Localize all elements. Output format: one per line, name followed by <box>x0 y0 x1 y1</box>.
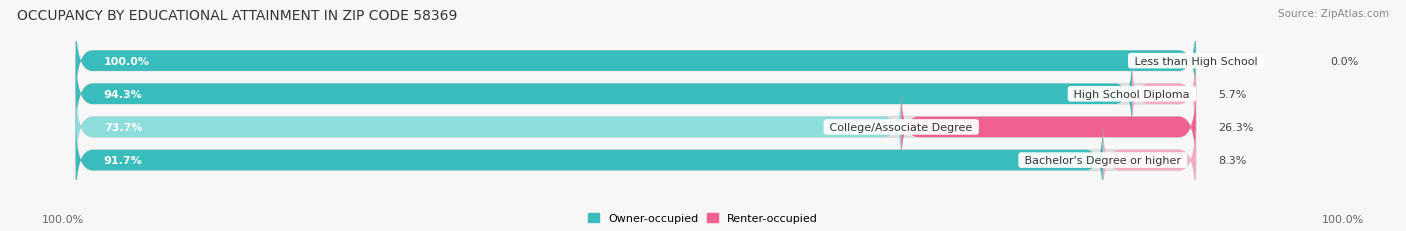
FancyBboxPatch shape <box>76 121 1102 200</box>
Text: 100.0%: 100.0% <box>104 56 150 66</box>
Text: 0.0%: 0.0% <box>1330 56 1358 66</box>
FancyBboxPatch shape <box>76 55 1197 134</box>
Text: College/Associate Degree: College/Associate Degree <box>827 122 976 132</box>
Text: OCCUPANCY BY EDUCATIONAL ATTAINMENT IN ZIP CODE 58369: OCCUPANCY BY EDUCATIONAL ATTAINMENT IN Z… <box>17 9 457 23</box>
FancyBboxPatch shape <box>1132 55 1197 134</box>
Text: 100.0%: 100.0% <box>42 214 84 224</box>
FancyBboxPatch shape <box>901 88 1197 167</box>
Text: 91.7%: 91.7% <box>104 155 142 165</box>
Text: 5.7%: 5.7% <box>1218 89 1247 99</box>
FancyBboxPatch shape <box>1102 121 1197 200</box>
Text: 100.0%: 100.0% <box>1322 214 1364 224</box>
FancyBboxPatch shape <box>76 121 1197 200</box>
FancyBboxPatch shape <box>76 88 1197 167</box>
Text: Bachelor's Degree or higher: Bachelor's Degree or higher <box>1021 155 1185 165</box>
FancyBboxPatch shape <box>76 55 1132 134</box>
Text: Source: ZipAtlas.com: Source: ZipAtlas.com <box>1278 9 1389 19</box>
Text: 94.3%: 94.3% <box>104 89 142 99</box>
Text: Less than High School: Less than High School <box>1130 56 1261 66</box>
FancyBboxPatch shape <box>76 88 901 167</box>
FancyBboxPatch shape <box>76 22 1197 101</box>
Text: 73.7%: 73.7% <box>104 122 142 132</box>
Legend: Owner-occupied, Renter-occupied: Owner-occupied, Renter-occupied <box>588 213 818 223</box>
FancyBboxPatch shape <box>76 22 1197 101</box>
Text: 8.3%: 8.3% <box>1218 155 1247 165</box>
Text: 26.3%: 26.3% <box>1218 122 1254 132</box>
Text: High School Diploma: High School Diploma <box>1070 89 1194 99</box>
